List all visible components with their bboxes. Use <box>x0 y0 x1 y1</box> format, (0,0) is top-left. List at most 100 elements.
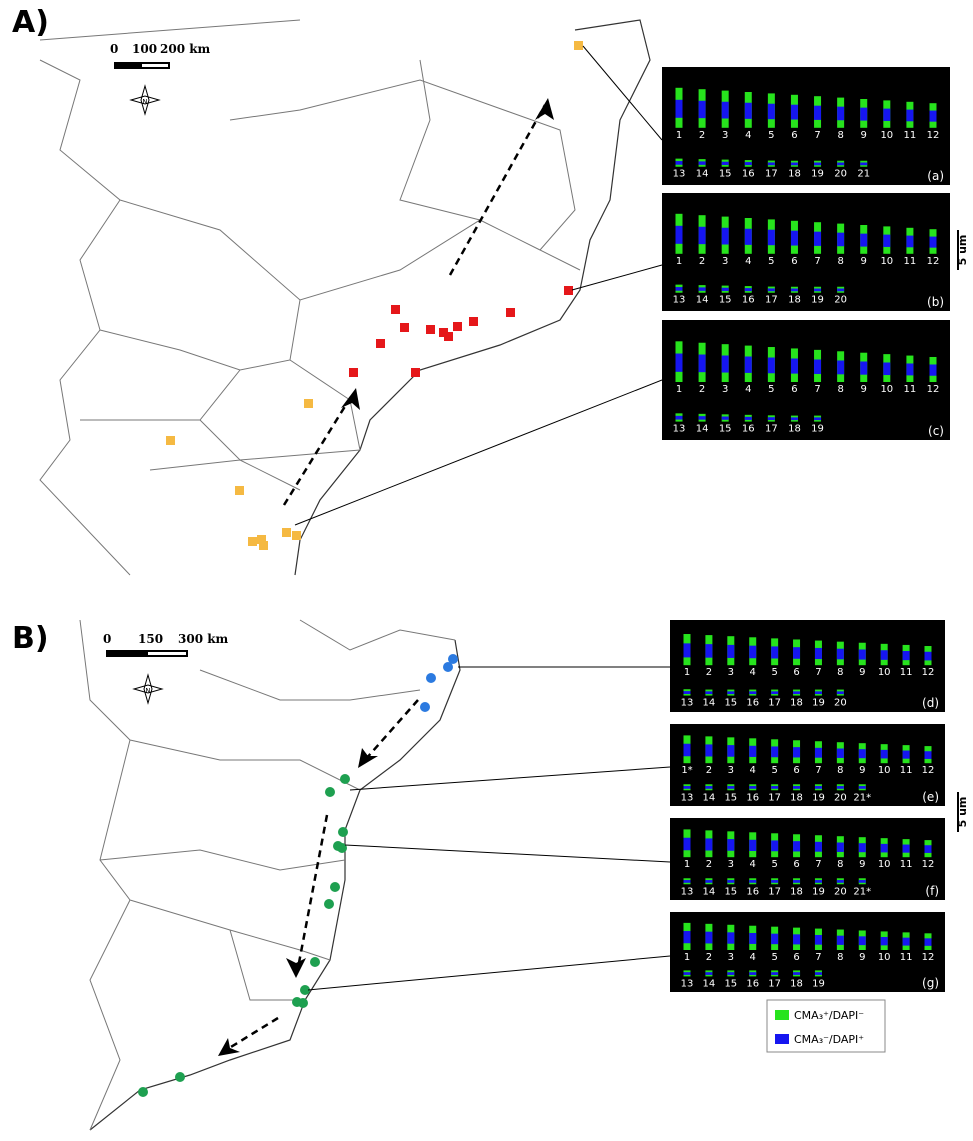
site <box>443 662 453 672</box>
chromosome-band <box>767 162 775 166</box>
chromosome-band <box>790 288 798 292</box>
chromosome-band <box>698 287 706 291</box>
chromosome-number: 18 <box>788 169 801 180</box>
chromosome-number: 13 <box>681 978 694 989</box>
site <box>391 305 400 314</box>
chromosome-number: 13 <box>681 886 694 897</box>
site <box>310 957 320 967</box>
north-label: N <box>142 98 147 106</box>
site <box>439 328 448 337</box>
panel-tag: (f) <box>925 884 939 898</box>
chromosome-number: 19 <box>812 792 825 803</box>
chromosome-number: 3 <box>722 384 728 395</box>
chromosome-number: 3 <box>728 667 734 678</box>
map-b <box>79 619 671 1131</box>
site <box>400 323 409 332</box>
site <box>166 436 175 445</box>
chromosome-band <box>902 844 910 853</box>
chromosome-number: 1 <box>684 859 690 870</box>
chromosome-number: 16 <box>746 978 759 989</box>
karyotype-panel <box>670 620 945 712</box>
chromosome-band <box>793 972 801 975</box>
chromosome-number: 20 <box>834 698 847 709</box>
chromosome-band <box>790 230 798 246</box>
chromosome-band <box>744 288 752 292</box>
chromosome-band <box>705 744 713 757</box>
chromosome-band <box>814 972 822 975</box>
site <box>448 654 458 664</box>
chromosome-band <box>767 288 775 292</box>
chromosome-number: 3 <box>728 859 734 870</box>
panel-tag: (e) <box>922 790 939 804</box>
chromosome-band <box>721 287 729 291</box>
site <box>248 537 257 546</box>
chromosome-number: 6 <box>793 667 799 678</box>
chromosome-number: 9 <box>861 256 867 267</box>
chromosome-band <box>814 786 822 789</box>
chromosome-number: 16 <box>742 169 755 180</box>
chromosome-number: 4 <box>750 859 756 870</box>
chromosome-band <box>767 417 775 421</box>
arrow <box>225 1016 279 1052</box>
chromosome-number: 4 <box>750 952 756 963</box>
site <box>304 399 313 408</box>
arrow <box>296 814 329 969</box>
chromosome-number: 16 <box>746 886 759 897</box>
chromosome-band <box>793 934 801 945</box>
chromosome-number: 10 <box>880 256 893 267</box>
chromosome-number: 2 <box>706 667 712 678</box>
chromosome-band <box>749 880 757 883</box>
chromosome-number: 12 <box>922 952 935 963</box>
chromosome-band <box>836 935 844 945</box>
karyotype-panel <box>670 724 945 806</box>
scale-bar <box>106 650 188 657</box>
site <box>564 286 573 295</box>
chromosome-band <box>767 103 775 120</box>
chromosome-number: 9 <box>859 667 865 678</box>
chromosome-number: 8 <box>837 667 843 678</box>
karyotype-panel <box>662 320 950 440</box>
connector <box>582 45 663 141</box>
chromosome-band <box>749 645 757 659</box>
chromosome-number: 14 <box>703 698 716 709</box>
panel-label: B) <box>12 621 49 656</box>
chromosome-number: 17 <box>765 295 778 306</box>
arrow <box>282 394 354 506</box>
chromosome-number: 8 <box>837 130 843 141</box>
chromosome-band <box>698 161 706 165</box>
chromosome-band <box>880 843 888 853</box>
chromosome-number: 10 <box>878 859 891 870</box>
chromosome-number: 6 <box>793 859 799 870</box>
chromosome-band <box>906 363 914 376</box>
chromosome-band <box>683 880 691 883</box>
chromosome-number: 15 <box>719 295 732 306</box>
connector <box>294 379 663 526</box>
chromosome-band <box>883 362 891 376</box>
chromosome-band <box>749 972 757 975</box>
chromosome-number: 19 <box>812 886 825 897</box>
chromosome-band <box>924 651 932 661</box>
chromosome-band <box>814 841 822 852</box>
chromosome-number: 4 <box>745 256 751 267</box>
chromosome-number: 18 <box>788 295 801 306</box>
chromosome-band <box>929 236 937 248</box>
site <box>300 985 310 995</box>
chromosome-number: 18 <box>790 978 803 989</box>
site <box>411 368 420 377</box>
scale-label: 200 km <box>160 42 211 56</box>
chromosome-band <box>771 746 779 758</box>
chromosome-number: 12 <box>927 384 940 395</box>
chromosome-band <box>721 416 729 420</box>
chromosome-band <box>880 936 888 946</box>
chromosome-number: 15 <box>719 169 732 180</box>
chromosome-band <box>683 837 691 851</box>
chromosome-band <box>836 786 844 789</box>
chromosome-number: 8 <box>837 952 843 963</box>
chromosome-band <box>675 161 683 165</box>
chromosome-number: 1 <box>684 952 690 963</box>
legend-label: CMA₃⁻/DAPI⁺ <box>794 1033 864 1046</box>
chromosome-number: 15 <box>719 424 732 435</box>
chromosome-number: 11 <box>900 765 913 776</box>
chromosome-number: 11 <box>904 256 917 267</box>
chromosome-band <box>924 751 932 759</box>
